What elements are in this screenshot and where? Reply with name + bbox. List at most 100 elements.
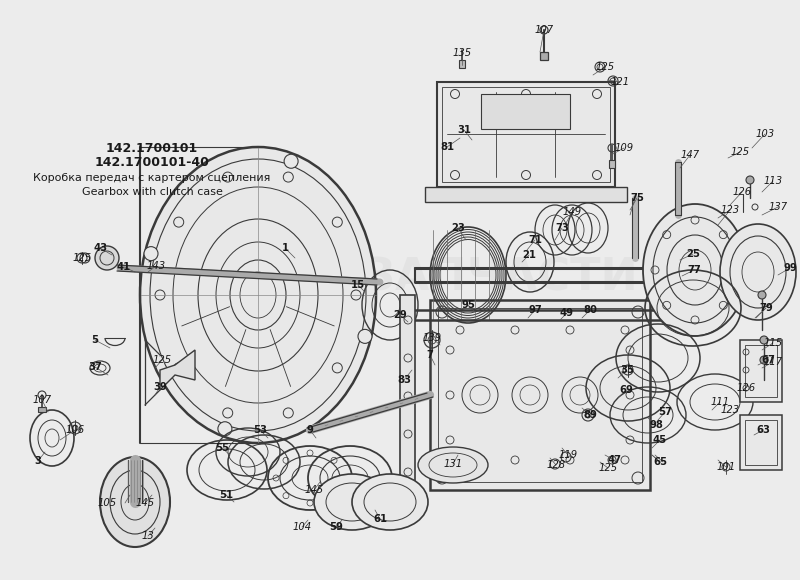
Ellipse shape <box>643 204 747 336</box>
Text: 107: 107 <box>534 25 554 35</box>
Ellipse shape <box>418 447 488 483</box>
Text: 139: 139 <box>422 333 442 343</box>
Text: 115: 115 <box>763 338 782 348</box>
Text: 98: 98 <box>649 420 663 430</box>
Text: 29: 29 <box>393 310 407 320</box>
Text: 41: 41 <box>117 262 131 272</box>
Text: 142.1700101: 142.1700101 <box>106 142 198 154</box>
Circle shape <box>284 154 298 168</box>
Text: 145: 145 <box>135 498 154 508</box>
Bar <box>745 420 777 465</box>
Text: 37: 37 <box>88 362 102 372</box>
Text: 45: 45 <box>653 435 667 445</box>
Text: 142.1700101-40: 142.1700101-40 <box>94 157 210 169</box>
Text: 49: 49 <box>560 308 574 318</box>
Text: 1: 1 <box>282 243 289 253</box>
Circle shape <box>218 422 232 436</box>
Bar <box>745 345 777 397</box>
Text: 109: 109 <box>614 143 634 153</box>
Text: 145: 145 <box>305 485 323 495</box>
Text: 75: 75 <box>630 193 644 203</box>
Text: 13: 13 <box>142 531 154 541</box>
Text: 81: 81 <box>440 142 454 152</box>
Text: 83: 83 <box>397 375 411 385</box>
Bar <box>459 60 465 68</box>
Text: 35: 35 <box>620 365 634 375</box>
Ellipse shape <box>720 224 796 320</box>
Text: 113: 113 <box>763 176 782 186</box>
Text: 39: 39 <box>153 382 167 392</box>
Circle shape <box>144 246 158 260</box>
Text: 103: 103 <box>755 129 774 139</box>
Ellipse shape <box>352 474 428 530</box>
Text: 53: 53 <box>253 425 267 435</box>
Bar <box>609 160 615 168</box>
Text: 117: 117 <box>763 357 782 367</box>
Bar <box>38 407 46 412</box>
Bar <box>481 94 570 129</box>
Text: Gearbox with clutch case: Gearbox with clutch case <box>82 187 222 197</box>
Text: 126: 126 <box>733 187 751 197</box>
Text: 123: 123 <box>721 205 739 215</box>
Text: 125: 125 <box>730 147 750 157</box>
Text: 65: 65 <box>653 457 667 467</box>
Polygon shape <box>400 295 415 490</box>
Text: 128: 128 <box>546 460 566 470</box>
Text: 15: 15 <box>351 280 365 290</box>
Text: 79: 79 <box>759 303 773 313</box>
Text: 147: 147 <box>681 150 699 160</box>
Circle shape <box>95 246 119 270</box>
Bar <box>430 300 650 490</box>
Text: 99: 99 <box>783 263 797 273</box>
Text: 125: 125 <box>153 355 171 365</box>
Circle shape <box>760 356 768 364</box>
Text: 123: 123 <box>721 405 739 415</box>
Text: 111: 111 <box>710 397 730 407</box>
Text: 143: 143 <box>146 261 166 271</box>
Text: 47: 47 <box>607 455 621 465</box>
Text: АЛЬФА-ЗАПЧАСТИ: АЛЬФА-ЗАПЧАСТИ <box>162 257 638 300</box>
Ellipse shape <box>140 147 376 443</box>
Text: 131: 131 <box>443 459 462 469</box>
Text: 73: 73 <box>555 223 569 233</box>
Text: 7: 7 <box>426 350 434 360</box>
Text: 135: 135 <box>453 48 471 58</box>
Circle shape <box>746 176 754 184</box>
Text: 125: 125 <box>73 253 91 263</box>
Circle shape <box>760 336 768 344</box>
Text: 119: 119 <box>558 450 578 460</box>
Text: 137: 137 <box>769 202 787 212</box>
Circle shape <box>358 329 372 343</box>
Text: 149: 149 <box>562 207 582 217</box>
Text: 89: 89 <box>583 410 597 420</box>
Text: 3: 3 <box>34 456 42 466</box>
Text: 59: 59 <box>329 522 343 532</box>
Text: 126: 126 <box>737 383 755 393</box>
Text: 97: 97 <box>528 305 542 315</box>
Text: 71: 71 <box>528 235 542 245</box>
Text: 57: 57 <box>658 407 672 417</box>
Text: 51: 51 <box>219 490 233 500</box>
Bar <box>442 87 610 182</box>
Text: 95: 95 <box>461 300 475 310</box>
Text: 43: 43 <box>93 243 107 253</box>
Text: 80: 80 <box>583 305 597 315</box>
Text: 63: 63 <box>756 425 770 435</box>
Text: 67: 67 <box>761 355 775 365</box>
Text: 61: 61 <box>373 514 387 524</box>
Bar <box>740 415 782 470</box>
Text: 21: 21 <box>522 250 536 260</box>
Ellipse shape <box>100 457 170 547</box>
Text: 77: 77 <box>687 265 701 275</box>
Bar <box>540 52 548 60</box>
Text: 125: 125 <box>595 62 614 72</box>
Bar <box>425 187 627 202</box>
Ellipse shape <box>314 474 390 530</box>
Circle shape <box>758 291 766 299</box>
Text: 55: 55 <box>215 443 229 453</box>
Bar <box>437 82 615 187</box>
Text: 23: 23 <box>451 223 465 233</box>
Bar <box>740 340 782 402</box>
Text: 125: 125 <box>598 463 618 473</box>
Bar <box>438 308 642 482</box>
